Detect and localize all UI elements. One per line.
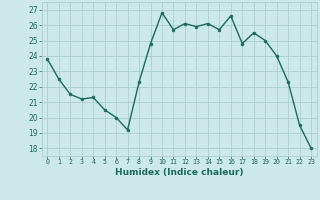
X-axis label: Humidex (Indice chaleur): Humidex (Indice chaleur) xyxy=(115,168,244,177)
